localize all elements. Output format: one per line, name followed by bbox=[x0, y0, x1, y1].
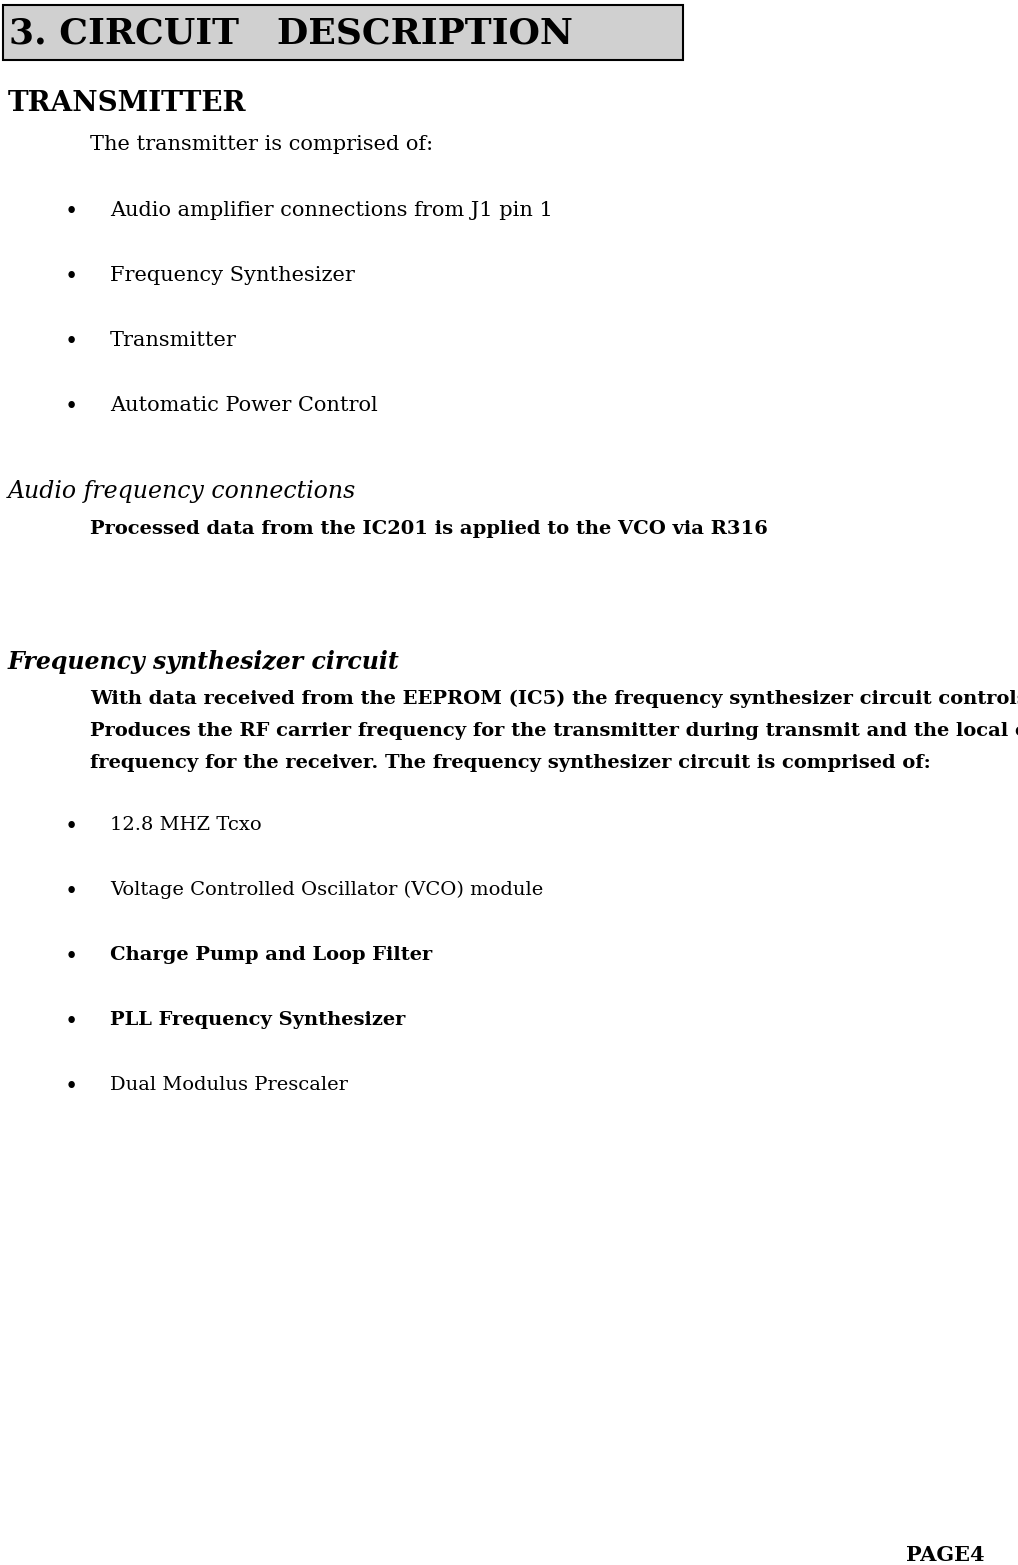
Text: Processed data from the IC201 is applied to the VCO via R316: Processed data from the IC201 is applied… bbox=[90, 520, 768, 538]
Text: Produces the RF carrier frequency for the transmitter during transmit and the lo: Produces the RF carrier frequency for th… bbox=[90, 721, 1018, 740]
Text: •: • bbox=[65, 881, 78, 903]
Text: •: • bbox=[65, 396, 78, 418]
Text: Audio amplifier connections from J1 pin 1: Audio amplifier connections from J1 pin … bbox=[110, 200, 553, 221]
Text: Frequency Synthesizer: Frequency Synthesizer bbox=[110, 266, 355, 285]
Text: Automatic Power Control: Automatic Power Control bbox=[110, 396, 378, 415]
Text: •: • bbox=[65, 200, 78, 222]
Text: 12.8 MHZ Tcxo: 12.8 MHZ Tcxo bbox=[110, 815, 262, 834]
Text: With data received from the EEPROM (IC5) the frequency synthesizer circuit contr: With data received from the EEPROM (IC5)… bbox=[90, 690, 1018, 709]
Text: Audio frequency connections: Audio frequency connections bbox=[8, 480, 356, 502]
Text: •: • bbox=[65, 332, 78, 354]
Text: •: • bbox=[65, 1011, 78, 1033]
Text: Transmitter: Transmitter bbox=[110, 332, 237, 351]
Text: •: • bbox=[65, 945, 78, 969]
FancyBboxPatch shape bbox=[3, 5, 683, 59]
Text: 3. CIRCUIT   DESCRIPTION: 3. CIRCUIT DESCRIPTION bbox=[9, 17, 573, 50]
Text: •: • bbox=[65, 1077, 78, 1099]
Text: frequency for the receiver. The frequency synthesizer circuit is comprised of:: frequency for the receiver. The frequenc… bbox=[90, 754, 930, 772]
Text: Voltage Controlled Oscillator (VCO) module: Voltage Controlled Oscillator (VCO) modu… bbox=[110, 881, 544, 900]
Text: TRANSMITTER: TRANSMITTER bbox=[8, 91, 246, 117]
Text: •: • bbox=[65, 815, 78, 837]
Text: PAGE4: PAGE4 bbox=[906, 1545, 985, 1565]
Text: Charge Pump and Loop Filter: Charge Pump and Loop Filter bbox=[110, 945, 433, 964]
Text: •: • bbox=[65, 266, 78, 288]
Text: Frequency synthesizer circuit: Frequency synthesizer circuit bbox=[8, 649, 400, 675]
Text: Dual Modulus Prescaler: Dual Modulus Prescaler bbox=[110, 1077, 348, 1094]
Text: PLL Frequency Synthesizer: PLL Frequency Synthesizer bbox=[110, 1011, 405, 1030]
Text: The transmitter is comprised of:: The transmitter is comprised of: bbox=[90, 135, 433, 153]
